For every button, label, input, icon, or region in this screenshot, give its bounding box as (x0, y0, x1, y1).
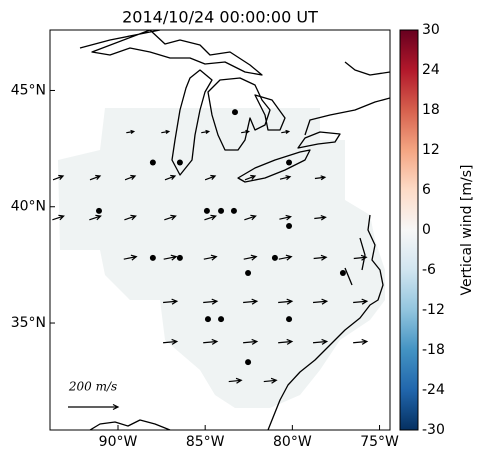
wind-vector (263, 377, 278, 384)
colorbar-tick-label: 0 (422, 222, 431, 238)
wind-vector (161, 129, 171, 134)
wind-vector (52, 214, 65, 221)
colorbar-tick-label: -24 (422, 382, 445, 398)
station (149, 159, 156, 166)
wind-vector (163, 254, 178, 261)
colorbar-tick-label: -6 (422, 262, 436, 278)
map-title: 2014/10/24 00:00:00 UT (122, 8, 318, 27)
station (149, 254, 156, 261)
station (245, 270, 252, 277)
coastline (79, 30, 263, 76)
y-tick-label: 40°N (11, 199, 46, 215)
y-tick-label: 45°N (11, 82, 46, 98)
colorbar-tick-label: 12 (422, 142, 440, 158)
station (231, 109, 238, 116)
map-frame (49, 29, 391, 431)
wind-vector (164, 174, 177, 181)
wind-vector (278, 254, 293, 261)
coastline (237, 149, 311, 183)
wind-vector (278, 298, 294, 305)
station (204, 316, 211, 323)
wind-vector (204, 174, 217, 181)
quiver-key-arrow (68, 403, 120, 411)
wind-vector (353, 298, 369, 305)
station (339, 270, 346, 277)
x-tick-label: 85°W (186, 434, 225, 450)
y-tick-label: 35°N (11, 315, 46, 331)
colorbar-tick-label: 6 (422, 182, 431, 198)
wind-vector (314, 175, 327, 181)
overlay: 90°W 85°W 80°W 75°W 35°N 40°N 45°N 200 m/s -30 -2… (11, 22, 445, 450)
wind-vector (353, 338, 369, 345)
x-tick-label: 90°W (99, 434, 138, 450)
colorbar-tick-label: 18 (422, 102, 440, 118)
colorbar-label: Vertical wind [m/s] (459, 165, 475, 296)
wind-vector (243, 338, 259, 345)
coastline (89, 419, 171, 430)
station (176, 254, 183, 261)
wind-vector (89, 174, 102, 181)
data-region (58, 108, 385, 408)
wind-vector (228, 377, 243, 384)
coastline (207, 77, 271, 151)
station (218, 316, 225, 323)
wind-vector (201, 129, 211, 134)
colorbar-tick-label: -18 (422, 342, 445, 358)
station (286, 316, 293, 323)
wind-vector (164, 214, 177, 221)
wind-vector (278, 338, 294, 345)
colorbar-tick-label: -30 (422, 422, 445, 438)
wind-vector (203, 338, 219, 345)
station (95, 207, 102, 214)
quiver-key-label: 200 m/s (68, 380, 117, 394)
wind-vector (241, 129, 251, 134)
wind-vector (204, 214, 217, 221)
station (176, 159, 183, 166)
wind-vector (163, 298, 179, 305)
colorbar (399, 29, 419, 431)
wind-vector (314, 214, 327, 221)
station (286, 159, 293, 166)
wind-vector (123, 254, 138, 261)
coastline (254, 94, 286, 131)
map-area (58, 30, 390, 430)
coastline (267, 61, 390, 430)
station (230, 207, 237, 214)
coastline (297, 131, 341, 149)
x-tick-label: 75°W (360, 434, 399, 450)
wind-vector (203, 298, 219, 305)
station (245, 359, 252, 366)
wind-vector (312, 338, 329, 345)
wind-vector (279, 214, 292, 221)
station (203, 207, 210, 214)
wind-vector (163, 338, 179, 345)
wind-vector (124, 174, 137, 181)
wind-vector (281, 129, 291, 134)
wind-vector (313, 254, 328, 261)
station (286, 223, 293, 230)
wind-vector (243, 298, 259, 305)
colorbar-tick-label: 30 (422, 22, 440, 38)
station (271, 254, 278, 261)
wind-vector (124, 214, 137, 221)
wind-vector (279, 175, 292, 181)
wind-vector (244, 174, 257, 181)
wind-vector (52, 174, 65, 181)
wind-vector (353, 254, 368, 261)
wind-vector (89, 214, 102, 221)
x-tick-label: 80°W (273, 434, 312, 450)
station (218, 207, 225, 214)
wind-vector (126, 129, 136, 134)
colorbar-tick-label: 24 (422, 62, 440, 78)
wind-vector (203, 254, 218, 261)
wind-vector (312, 298, 329, 305)
colorbar-tick-label: -12 (422, 302, 445, 318)
wind-vector (243, 254, 258, 261)
wind-vector (244, 214, 257, 221)
coastline (171, 69, 213, 176)
